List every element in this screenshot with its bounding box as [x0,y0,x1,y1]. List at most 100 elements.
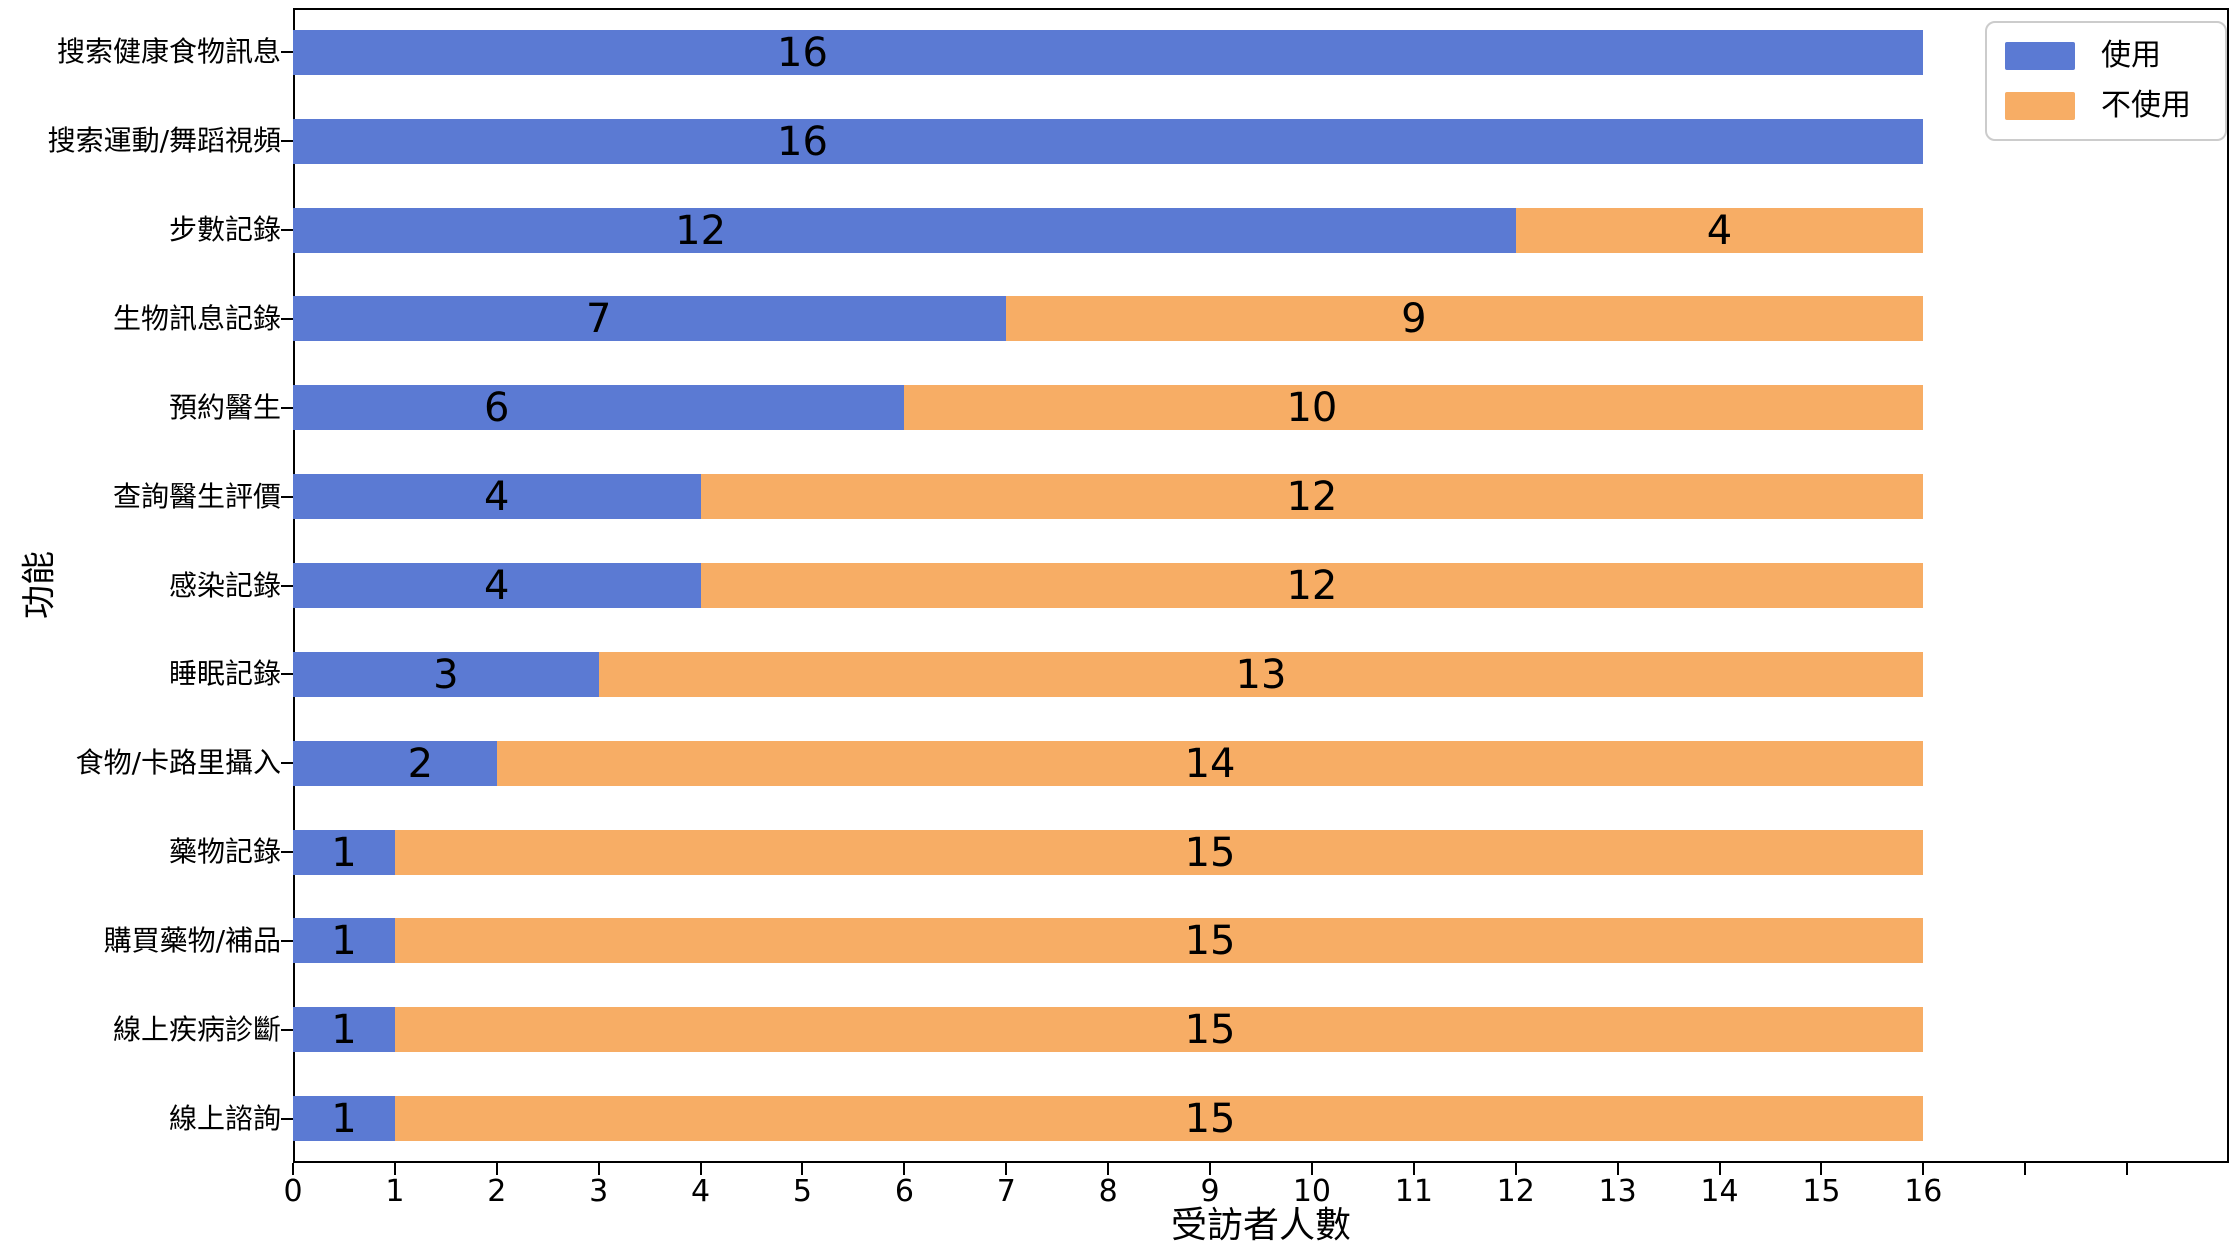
x-tick-label: 0 [283,1174,303,1209]
x-tick-label: 8 [1098,1174,1118,1209]
x-tick-mark [1616,1163,1619,1175]
x-tick-label: 6 [894,1174,914,1209]
y-tick-label: 線上諮詢 [168,1101,281,1135]
bar-segment [293,118,1924,164]
x-tick-mark [2024,1163,2027,1175]
y-tick-mark [281,140,293,143]
x-tick-mark [1310,1163,1313,1175]
bar-value-label: 10 [1286,385,1338,432]
bar-segment [293,207,1516,253]
x-tick-label: 7 [996,1174,1016,1209]
y-tick-mark [281,851,293,854]
y-tick-mark [281,762,293,765]
legend-label-used: 使用 [2101,38,2161,73]
y-tick-label: 搜索健康食物訊息 [56,35,281,69]
bar-segment [1515,207,1924,253]
legend: 使用 不使用 [1985,21,2227,141]
bar-segment [293,1096,395,1142]
x-tick-label: 11 [1394,1174,1433,1209]
legend-swatch-used [2005,42,2075,70]
x-tick-label: 1 [385,1174,405,1209]
bar-value-label: 1 [331,918,357,965]
legend-item-used: 使用 [2005,39,2207,73]
x-tick-mark [1412,1163,1415,1175]
x-axis-title: 受訪者人數 [1170,1205,1351,1244]
x-tick-label: 12 [1496,1174,1535,1209]
bar-segment [293,474,701,520]
bar-segment [394,1007,1924,1053]
x-tick-label: 13 [1598,1174,1637,1209]
x-tick-mark [1718,1163,1721,1175]
bar-value-label: 9 [1401,296,1427,343]
y-tick-label: 預約醫生 [168,390,281,424]
bar-value-label: 16 [777,118,828,165]
bar-value-label: 15 [1184,1007,1236,1054]
x-tick-label: 10 [1292,1174,1332,1209]
bar-value-label: 6 [484,385,510,432]
y-tick-label: 購買藥物/補品 [103,923,281,957]
bar-segment [394,829,1924,875]
bar-value-label: 16 [777,29,828,76]
bar-value-label: 14 [1184,740,1236,787]
bar-value-label: 12 [1286,474,1338,521]
x-tick-mark [393,1163,396,1175]
bar-value-label: 1 [331,1096,357,1143]
bar-segment [293,563,701,608]
y-tick-label: 食物/卡路里攝入 [75,746,281,780]
x-tick-label: 9 [1200,1174,1220,1209]
bar-segment [700,474,1924,520]
y-tick-mark [281,584,293,587]
y-tick-mark [281,673,293,676]
legend-label-unused: 不使用 [2101,88,2191,123]
bar-segment [293,918,395,964]
x-tick-label: 15 [1802,1174,1841,1209]
x-tick-label: 16 [1904,1174,1943,1209]
bar-segment [1006,296,1924,342]
x-tick-label: 4 [691,1174,711,1209]
x-tick-mark [699,1163,702,1175]
x-tick-mark [801,1163,804,1175]
bar-value-label: 12 [675,207,727,254]
bar-value-label: 4 [1706,207,1733,254]
bar-segment [293,1007,395,1053]
y-tick-mark [281,1117,293,1120]
bar-value-label: 1 [331,829,357,876]
x-tick-mark [1107,1163,1110,1175]
bar-segment [293,651,599,697]
x-tick-mark [1922,1163,1925,1175]
bar-segment [293,296,1007,342]
x-tick-mark [903,1163,906,1175]
bar-segment [293,740,497,786]
bar-value-label: 15 [1184,918,1236,965]
y-tick-label: 線上疾病診斷 [112,1012,281,1046]
x-tick-mark [292,1163,294,1175]
bar-segment [293,29,1924,75]
y-tick-mark [281,317,293,320]
x-tick-mark [495,1163,498,1175]
y-tick-mark [281,229,293,232]
bar-segment [394,918,1924,964]
y-tick-label: 感染記錄 [168,568,281,602]
bar-value-label: 4 [484,563,510,609]
x-tick-mark [2126,1163,2129,1175]
bar-value-label: 15 [1184,1096,1236,1143]
x-tick-mark [1514,1163,1517,1175]
x-tick-label: 2 [487,1174,507,1209]
legend-item-unused: 不使用 [2005,89,2207,123]
bar-value-label: 3 [433,651,459,698]
bar-value-label: 2 [407,740,434,787]
y-tick-mark [281,939,293,942]
x-tick-label: 3 [589,1174,609,1209]
legend-swatch-unused [2005,92,2075,120]
x-tick-mark [1820,1163,1823,1175]
y-tick-mark [281,1028,293,1031]
bar-value-label: 4 [484,474,510,521]
bar-segment [293,829,395,875]
y-tick-label: 搜索運動/舞蹈視頻 [47,124,281,158]
bar-value-label: 7 [585,296,612,343]
bar-segment [700,563,1924,608]
y-tick-label: 藥物記錄 [168,835,281,869]
bar-value-label: 15 [1184,829,1236,876]
y-tick-label: 步數記錄 [168,213,281,247]
